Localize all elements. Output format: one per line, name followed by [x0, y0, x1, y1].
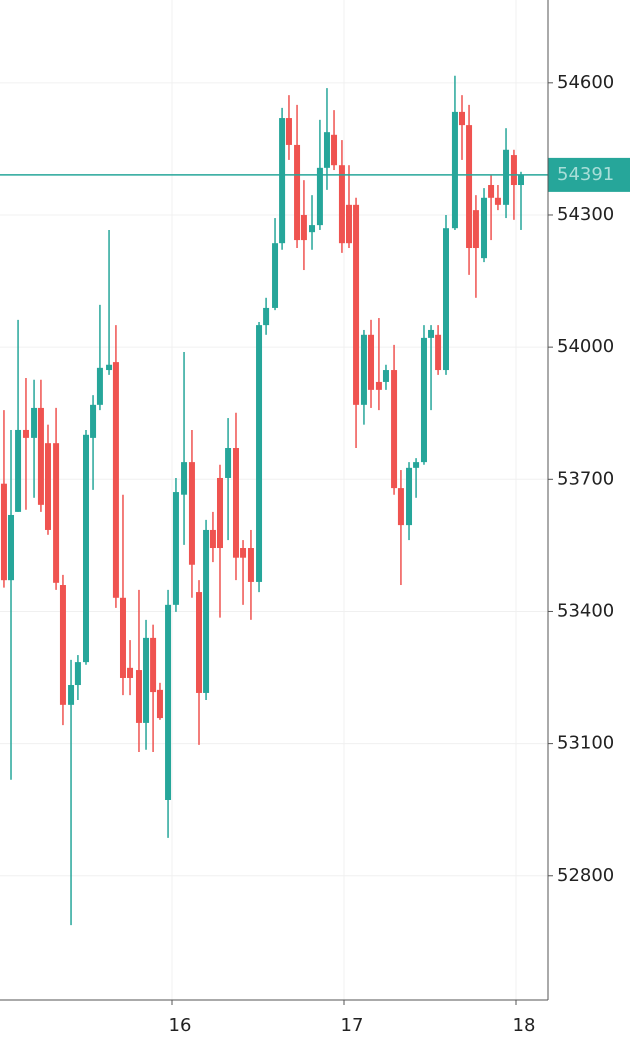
candle-body — [196, 592, 203, 693]
candle-body — [44, 443, 51, 530]
candle-body — [488, 185, 495, 198]
y-tick-label: 53100 — [557, 733, 614, 754]
y-tick-label: 54300 — [557, 204, 614, 225]
candle-body — [345, 204, 352, 244]
y-tick-label: 54000 — [557, 336, 614, 357]
candle-body — [74, 662, 81, 686]
candle-body — [68, 685, 75, 705]
candle-body — [59, 585, 66, 705]
y-tick-label: 53700 — [557, 468, 614, 489]
candle-body — [413, 462, 420, 468]
y-tick-label: 52800 — [557, 865, 614, 886]
candle-body — [375, 381, 382, 390]
candle-body — [53, 443, 60, 583]
candle-body — [31, 407, 38, 438]
candle-body — [240, 548, 247, 558]
candle-body — [382, 370, 389, 382]
candle-body — [397, 488, 404, 526]
candle-body — [256, 325, 263, 582]
candle-body — [135, 670, 142, 723]
candle-body — [90, 404, 97, 438]
candle-body — [15, 429, 22, 512]
candle-body — [172, 492, 179, 605]
candle-body — [481, 197, 488, 259]
candle-body — [368, 334, 375, 390]
candle-body — [316, 167, 323, 226]
candle-body — [119, 597, 126, 678]
candle-body — [406, 467, 413, 526]
candle-body — [494, 197, 501, 205]
candle-body — [181, 462, 188, 495]
candle-body — [428, 329, 435, 338]
candle-body — [203, 529, 210, 693]
candle-body — [458, 111, 465, 126]
candle-body — [338, 165, 345, 244]
candle-body — [232, 448, 239, 558]
candle-body — [420, 337, 427, 463]
candle-body — [353, 204, 360, 405]
y-tick-label: 53400 — [557, 600, 614, 621]
candle-body — [300, 214, 307, 241]
y-tick-label: 54600 — [557, 72, 614, 93]
candle-body — [263, 307, 270, 326]
candle-body — [0, 483, 7, 581]
candle-body — [112, 362, 119, 598]
candle-body — [188, 462, 195, 565]
candle-body — [165, 604, 172, 800]
candle-body — [472, 210, 479, 249]
candle-body — [517, 174, 524, 186]
candle-body — [510, 155, 517, 186]
candle-body — [451, 111, 458, 229]
x-tick-label: 18 — [513, 1015, 536, 1036]
x-tick-label: 17 — [341, 1015, 364, 1036]
candle-body — [360, 334, 367, 405]
candle-body — [503, 149, 510, 205]
candle-body — [247, 548, 254, 582]
candle-body — [209, 529, 216, 549]
last-price-box — [548, 157, 630, 192]
candle-body — [22, 429, 29, 438]
candle-body — [225, 448, 232, 478]
candle-body — [8, 514, 15, 581]
candle-body — [331, 134, 338, 166]
candle-body — [391, 370, 398, 489]
candle-body — [156, 689, 163, 719]
candle-body — [272, 243, 279, 308]
candle-body — [285, 118, 292, 145]
candle-body — [127, 667, 134, 678]
candle-body — [443, 228, 450, 371]
candle-body — [106, 364, 113, 371]
candle-body — [150, 637, 157, 693]
candle-body — [323, 132, 330, 168]
x-tick-label: 16 — [169, 1015, 192, 1036]
candle-body — [96, 367, 103, 405]
candle-body — [143, 637, 150, 723]
candle-body — [294, 144, 301, 241]
candle-body — [216, 477, 223, 549]
candle-body — [37, 407, 44, 505]
candle-body — [435, 334, 442, 371]
last-price-label: 54391 — [557, 164, 614, 185]
candle-body — [83, 434, 90, 663]
candle-body — [466, 125, 473, 249]
candle-body — [279, 118, 286, 244]
candle-body — [309, 225, 316, 233]
